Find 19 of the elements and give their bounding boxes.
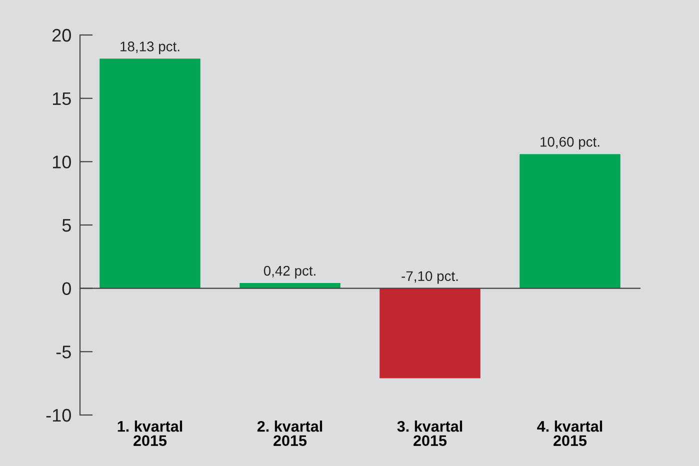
bar	[100, 58, 200, 288]
bar	[240, 283, 340, 288]
data-label: 0,42 pct.	[264, 266, 316, 278]
y-tick-label: 20	[52, 28, 71, 42]
bar	[520, 154, 620, 288]
y-tick-label: -5	[56, 346, 71, 358]
data-label: 18,13 pct.	[120, 42, 180, 54]
y-tick-label: 10	[52, 156, 71, 168]
x-tick-label: 3. kvartal 2015	[397, 420, 462, 446]
data-label: -7,10 pct.	[402, 271, 458, 284]
x-tick-label: 4. kvartal 2015	[537, 420, 602, 446]
y-tick-label: 15	[52, 92, 71, 106]
x-tick-label: 2. kvartal 2015	[257, 420, 322, 446]
y-tick-label: 5	[62, 219, 71, 232]
y-tick-label: -10	[46, 408, 71, 422]
data-label: 10,60 pct.	[540, 136, 600, 150]
x-tick-label: 1. kvartal 2015	[118, 420, 182, 446]
bar	[380, 288, 480, 378]
y-tick-label: 0	[62, 282, 71, 296]
